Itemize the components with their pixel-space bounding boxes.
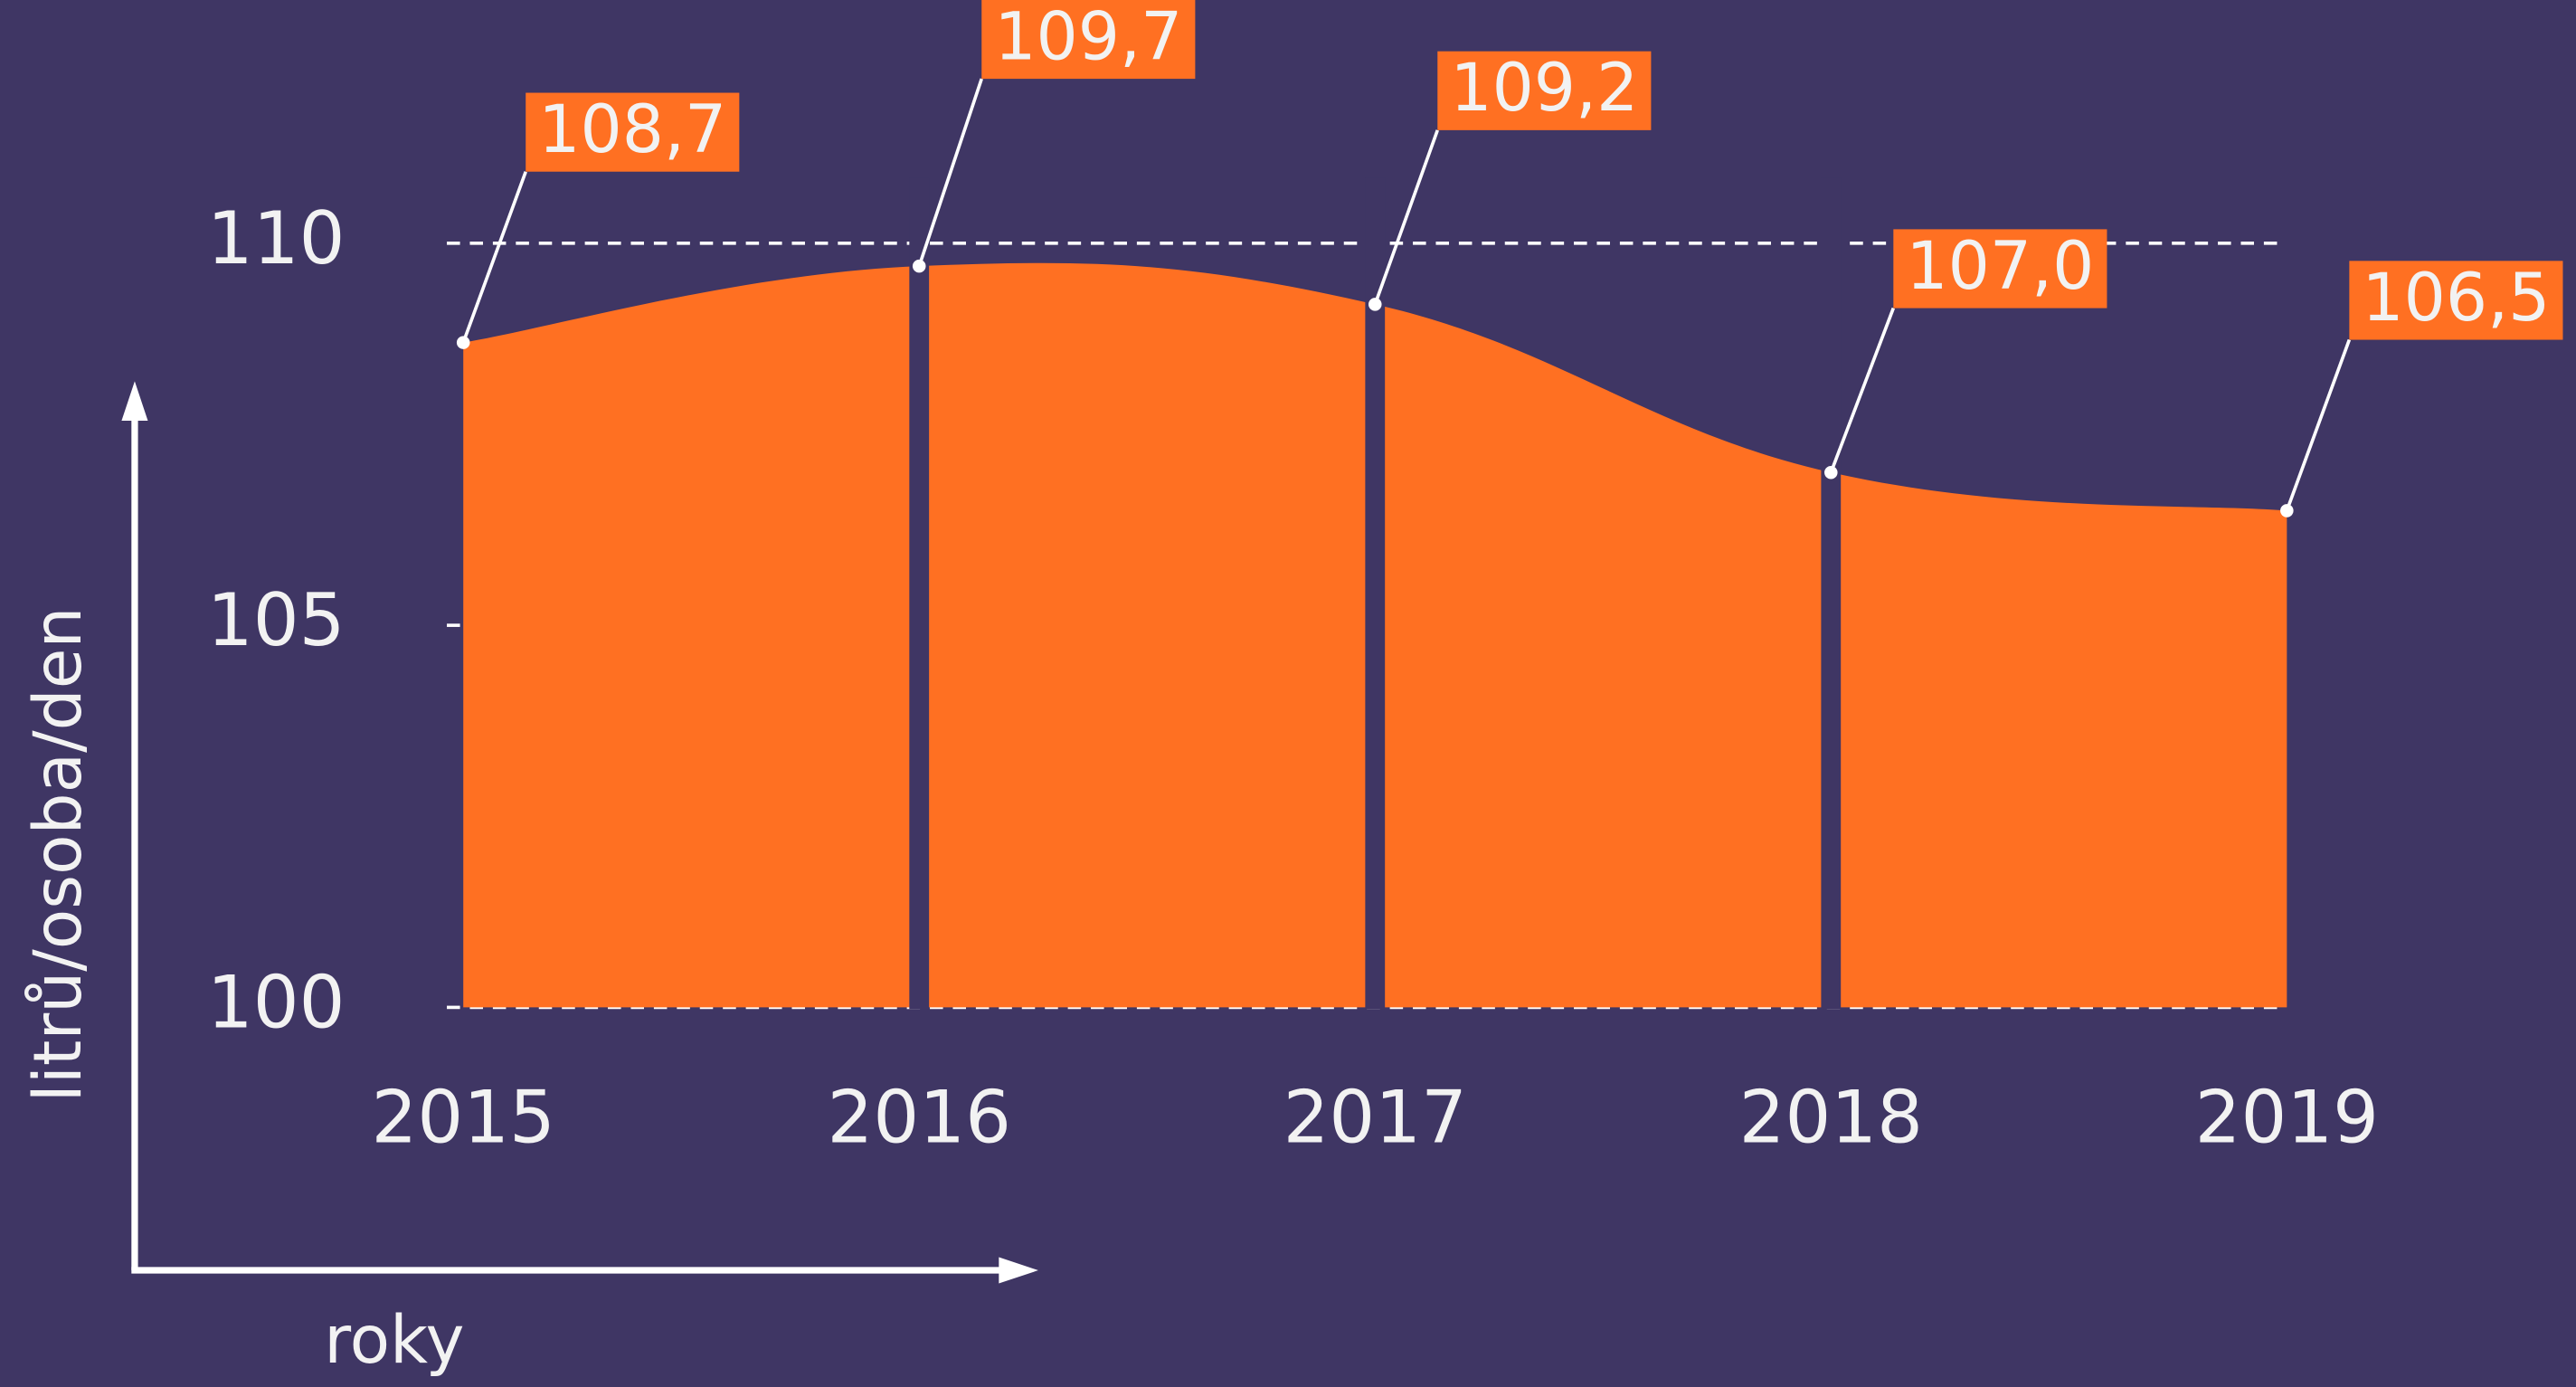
data-label: 109,7 (994, 0, 1182, 75)
leader-line (917, 78, 983, 267)
data-point (912, 259, 926, 273)
y-axis-arrowhead (121, 381, 148, 421)
x-tick-label: 2019 (2195, 1076, 2379, 1160)
data-label: 106,5 (2362, 261, 2550, 337)
x-axis-label: roky (324, 1303, 464, 1379)
data-point (2280, 504, 2294, 518)
x-tick-label: 2018 (1739, 1076, 1923, 1160)
data-point (456, 336, 470, 349)
label-box (981, 0, 1196, 80)
x-axis-arrowhead (999, 1257, 1038, 1284)
leader-line (461, 171, 527, 344)
area-gap (1365, 177, 1386, 1010)
label-box (1437, 51, 1652, 130)
label-box (1893, 229, 2107, 309)
area-gap (1821, 177, 1842, 1010)
area-gap (909, 177, 930, 1010)
y-tick-label: 100 (207, 960, 346, 1044)
data-point (1824, 465, 1838, 480)
y-axis-label: litrů/osoba/den (21, 607, 97, 1103)
y-tick-label: 110 (207, 196, 346, 280)
x-tick-label: 2016 (828, 1076, 1011, 1160)
data-label: 109,2 (1450, 51, 1638, 127)
data-label: 108,7 (538, 92, 726, 168)
leader-line (1373, 129, 1439, 306)
x-tick-label: 2015 (372, 1076, 555, 1160)
plot-area: 100 105 110 (207, 177, 2287, 1044)
label-box (2349, 261, 2563, 340)
leader-line (1829, 307, 1896, 473)
leader-line (2285, 338, 2352, 512)
y-tick-label: 105 (207, 578, 346, 662)
x-tick-label: 2017 (1283, 1076, 1467, 1160)
label-box (526, 92, 740, 172)
data-point (1368, 298, 1382, 311)
data-label: 107,0 (1906, 229, 2094, 305)
